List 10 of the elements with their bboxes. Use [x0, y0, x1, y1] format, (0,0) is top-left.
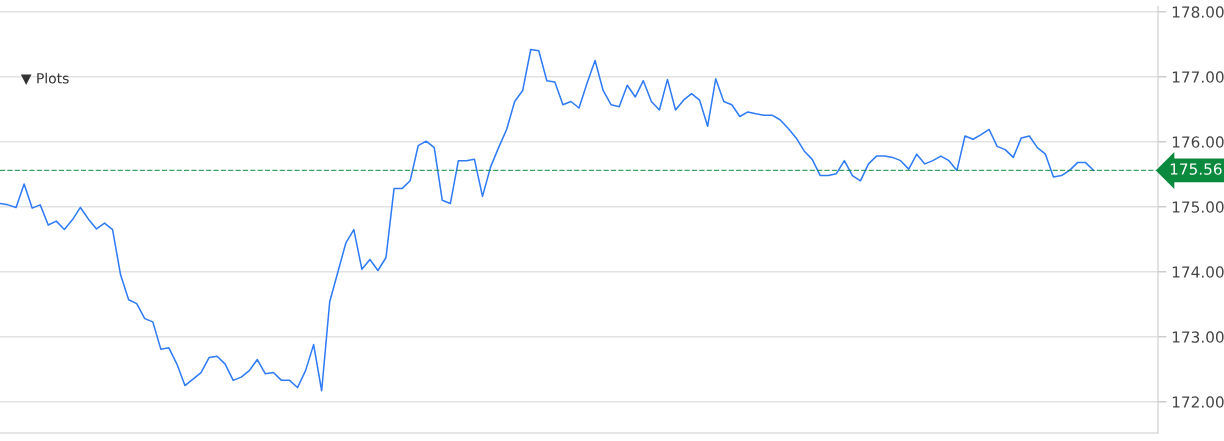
y-tick-label: 173.00 — [1172, 331, 1224, 343]
annotation: ▼ Plots — [20, 72, 69, 86]
y-tick-label: 174.00 — [1172, 266, 1224, 278]
y-tick-label: 176.00 — [1172, 136, 1224, 148]
line-series — [0, 48, 1095, 392]
y-tick-label: 177.00 — [1172, 71, 1224, 83]
ref-line-label: 175.56 — [1170, 163, 1222, 175]
y-tick-label: 175.00 — [1172, 201, 1224, 213]
y-tick-label: 172.00 — [1172, 396, 1224, 408]
y-tick-label: 178.00 — [1172, 6, 1224, 18]
